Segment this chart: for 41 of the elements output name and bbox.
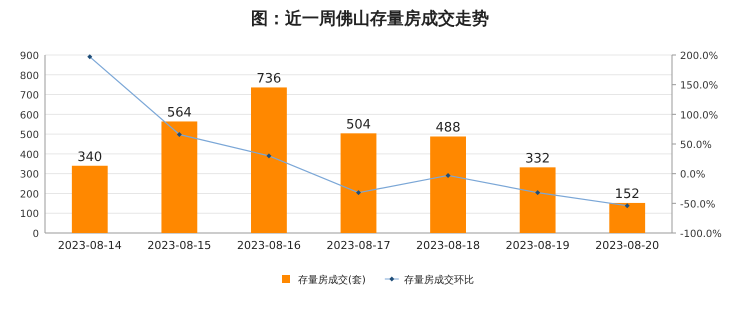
y-tick-label: 900 <box>20 51 39 62</box>
bar <box>609 202 646 233</box>
bar <box>340 133 376 233</box>
data-label: 488 <box>436 120 460 136</box>
x-tick-label: 2023-08-18 <box>416 239 480 252</box>
y-tick-label: 500 <box>20 130 39 142</box>
x-tick-label: 2023-08-15 <box>147 239 212 252</box>
bar <box>161 121 198 233</box>
x-tick-label: 2023-08-20 <box>595 239 660 252</box>
data-label: 340 <box>77 150 102 165</box>
y2-tick-label: 100.0% <box>680 110 718 122</box>
y2-tick-label: 0.0% <box>680 170 706 181</box>
bar <box>520 167 556 233</box>
y2-tick-label: -100.0% <box>680 229 722 240</box>
y2-tick-label: 200.0% <box>680 51 718 62</box>
y2-tick-label: 50.0% <box>680 140 712 151</box>
y-tick-label: 400 <box>20 150 39 161</box>
y-tick-label: 600 <box>20 110 39 122</box>
data-label: 152 <box>614 186 640 202</box>
chart-title: 图：近一周佛山存量房成交走势 <box>251 9 489 29</box>
data-label: 736 <box>256 71 282 86</box>
legend-label: 存量房成交环比 <box>404 274 474 286</box>
y-tick-label: 100 <box>20 209 39 220</box>
legend-label: 存量房成交(套) <box>298 274 366 286</box>
y-tick-label: 200 <box>20 189 39 200</box>
bar <box>251 87 287 233</box>
x-tick-label: 2023-08-19 <box>506 239 570 252</box>
bar <box>72 166 108 233</box>
y2-tick-label: 150.0% <box>680 80 718 92</box>
x-tick-label: 2023-08-17 <box>326 239 390 252</box>
data-label: 504 <box>346 117 371 132</box>
x-tick-label: 2023-08-14 <box>58 239 122 252</box>
y2-tick-label: -50.0% <box>680 199 716 210</box>
x-tick-label: 2023-08-16 <box>236 239 301 252</box>
data-label: 564 <box>166 105 192 120</box>
y-tick-label: 300 <box>20 170 39 181</box>
data-label: 332 <box>525 151 550 166</box>
bar <box>430 136 466 233</box>
y-tick-label: 0 <box>32 229 39 240</box>
y-tick-label: 800 <box>20 70 39 82</box>
y-tick-label: 700 <box>20 90 39 102</box>
